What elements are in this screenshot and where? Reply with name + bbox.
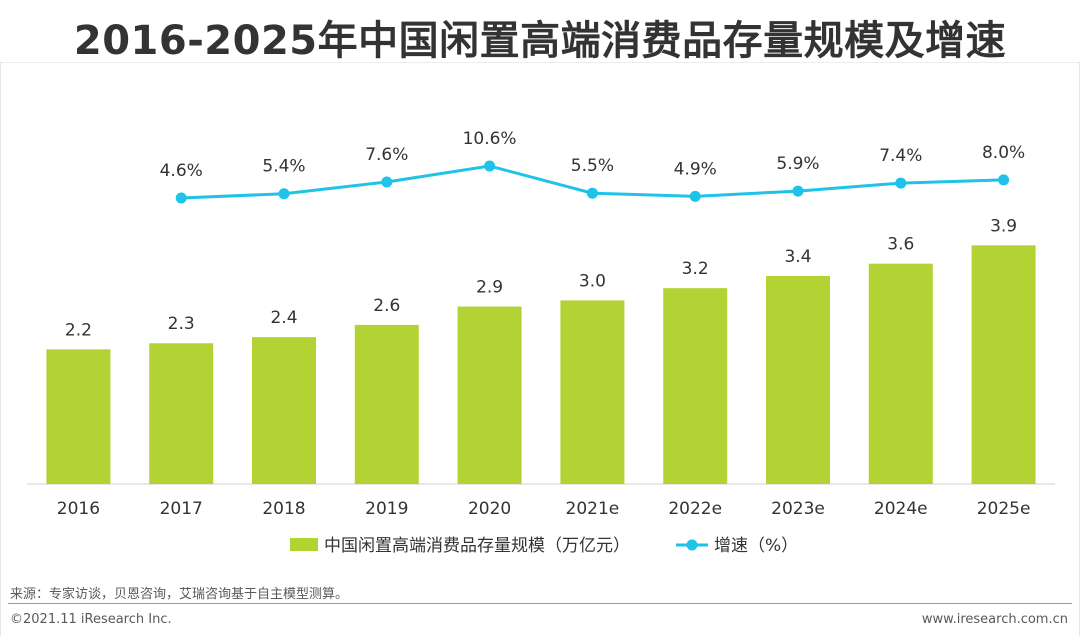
chart-title: 2016-2025年中国闲置高端消费品存量规模及增速	[73, 18, 1007, 64]
growth-label-2017: 4.6%	[160, 161, 203, 181]
website-link[interactable]: www.iresearch.com.cn	[921, 612, 1068, 627]
legend-line-label: 增速（%）	[714, 536, 798, 556]
bar-label-2020: 2.9	[476, 278, 503, 298]
x-tick-2019: 2019	[365, 499, 408, 519]
bar-2022e	[663, 288, 728, 484]
growth-label-2019: 7.6%	[365, 145, 408, 165]
combo-chart: 2.2 2016 2.3 2017 2.4 2018 2.6 2019 2.9 2020 3.0 20…	[27, 129, 1055, 556]
legend-line-marker	[686, 539, 698, 551]
legend-bar-swatch	[290, 538, 318, 551]
bar-label-2019: 2.6	[373, 296, 400, 316]
bar-2021e	[560, 300, 625, 484]
bar-label-2025e: 3.9	[990, 216, 1017, 236]
growth-point-2019	[381, 176, 393, 188]
bar-2024e	[868, 263, 933, 484]
bar-label-2018: 2.4	[270, 308, 297, 328]
x-tick-2018: 2018	[262, 499, 305, 519]
x-tick-2022e: 2022e	[668, 499, 722, 519]
x-tick-2020: 2020	[468, 499, 511, 519]
growth-point-2023e	[792, 185, 804, 197]
bar-label-2024e: 3.6	[887, 235, 914, 255]
growth-label-2020: 10.6%	[463, 129, 517, 149]
bar-2017	[149, 343, 214, 484]
growth-point-2024e	[895, 177, 907, 189]
bar-2018	[252, 337, 316, 484]
growth-point-2018	[278, 188, 290, 200]
growth-label-2021e: 5.5%	[571, 156, 614, 176]
source-note: 来源：专家访谈，贝恩咨询，艾瑞咨询基于自主模型测算。	[10, 587, 349, 602]
footer-divider	[8, 603, 1072, 604]
growth-point-2020	[484, 160, 496, 172]
legend-bar-label: 中国闲置高端消费品存量规模（万亿元）	[324, 536, 630, 556]
bar-2025e	[971, 245, 1036, 484]
bar-2016	[46, 349, 111, 484]
growth-label-2022e: 4.9%	[674, 159, 717, 179]
growth-label-2025e: 8.0%	[982, 143, 1025, 163]
copyright-text: ©2021.11 iResearch Inc.	[10, 612, 172, 627]
x-tick-2017: 2017	[160, 499, 203, 519]
bar-2023e	[766, 275, 830, 484]
growth-label-2018: 5.4%	[262, 157, 305, 177]
bar-label-2017: 2.3	[168, 314, 195, 334]
x-tick-2016: 2016	[57, 499, 100, 519]
bar-2020	[457, 306, 522, 484]
bar-2019	[354, 324, 419, 484]
x-tick-2024e: 2024e	[874, 499, 928, 519]
growth-point-2025e	[998, 174, 1010, 186]
x-tick-2023e: 2023e	[771, 499, 825, 519]
bar-label-2023e: 3.4	[784, 247, 811, 267]
growth-label-2024e: 7.4%	[879, 146, 922, 166]
bar-label-2016: 2.2	[65, 320, 92, 340]
growth-point-2021e	[586, 187, 598, 199]
x-tick-2025e: 2025e	[977, 499, 1031, 519]
x-tick-2021e: 2021e	[566, 499, 620, 519]
growth-label-2023e: 5.9%	[776, 154, 819, 174]
growth-point-2022e	[689, 190, 701, 202]
bar-label-2021e: 3.0	[579, 271, 606, 291]
growth-point-2017	[175, 192, 187, 204]
bar-label-2022e: 3.2	[682, 259, 709, 279]
